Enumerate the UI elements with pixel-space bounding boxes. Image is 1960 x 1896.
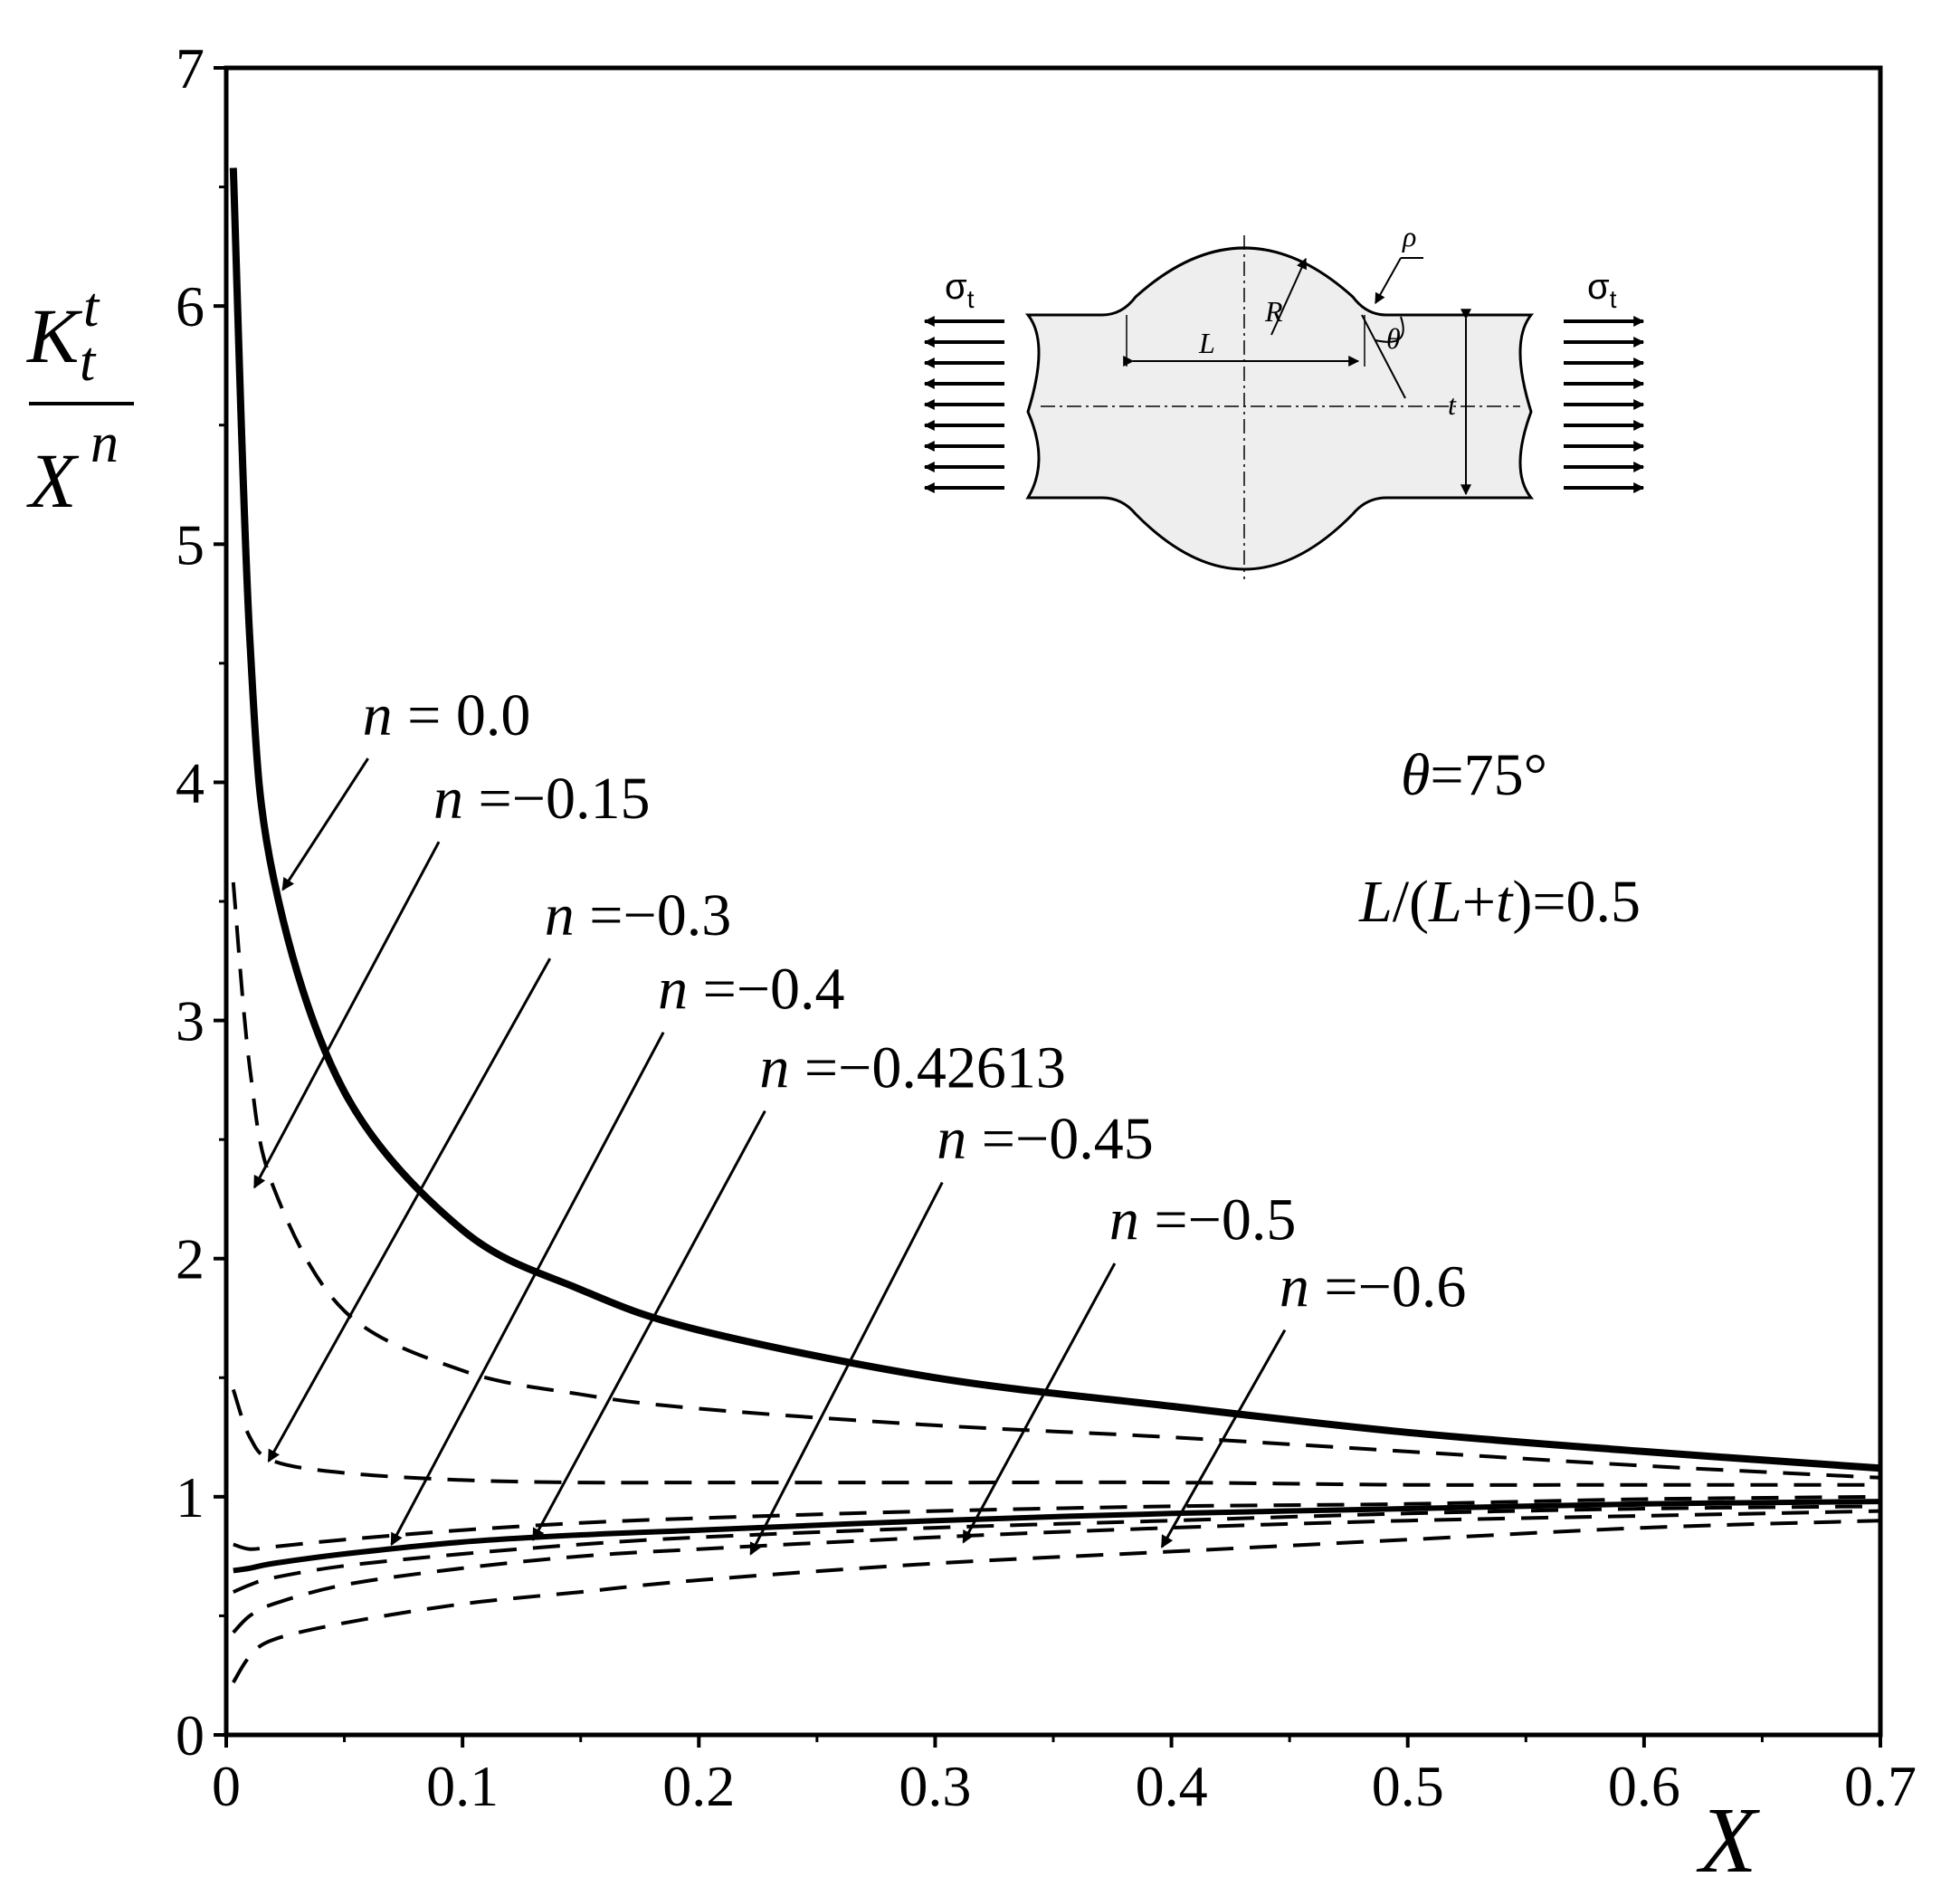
annotation-label-0: n = 0.0 (363, 682, 531, 748)
y-axis-title: K t t X n (25, 277, 134, 524)
y-title-den-base: X (26, 437, 80, 524)
annotation-arrow-1 (253, 841, 441, 1189)
inset-sigma-right: σt (1587, 267, 1617, 313)
inset-label-L: L (1198, 327, 1215, 359)
axes-layer: 0 0.1 0.2 0.3 0.4 0.5 0.6 0.7 0 1 2 3 4 5 6 7 (176, 36, 1917, 1818)
series-line-2 (231, 1388, 1880, 1487)
inset-R-leader (1270, 257, 1308, 336)
y-tick-label: 7 (176, 36, 205, 100)
y-tick-label: 0 (176, 1703, 205, 1767)
annotation-label-2: n =−0.3 (545, 882, 731, 948)
annotation-label-5: n =−0.45 (937, 1106, 1153, 1172)
inset-right-load-arrows (1564, 316, 1645, 493)
annotation-arrow-0 (281, 757, 369, 891)
x-tick-label: 0.6 (1608, 1754, 1680, 1818)
annotation-arrow-2 (267, 958, 552, 1463)
x-axis-title: X (1696, 1788, 1760, 1892)
annotation-arrow-5 (749, 1181, 944, 1556)
y-tick-label: 2 (176, 1227, 205, 1291)
annotation-arrow-6 (962, 1262, 1117, 1544)
annotation-label-3: n =−0.4 (658, 956, 844, 1022)
inset-label-R: R (1264, 295, 1283, 328)
x-tick-label: 0.5 (1372, 1754, 1444, 1818)
series-line-1 (231, 881, 1881, 1480)
annotation-arrow-4 (532, 1110, 766, 1541)
annotation-arrow-3 (390, 1032, 665, 1547)
y-title-den-sup: n (90, 413, 119, 474)
y-title-num-base: K (25, 292, 83, 379)
y-tick-label: 5 (176, 512, 205, 576)
annotation-label-4: n =−0.42613 (759, 1034, 1065, 1100)
inset-theta-arc (1375, 316, 1404, 343)
inset-diagram: L R θ ρ t (923, 220, 1645, 579)
x-tick-label: 0 (212, 1754, 241, 1818)
y-title-num-sub: t (80, 331, 97, 393)
series-line-5 (233, 1504, 1881, 1594)
y-tick-label: 1 (176, 1465, 205, 1529)
annotation-label-6: n =−0.5 (1109, 1187, 1296, 1253)
x-tick-label: 0.7 (1844, 1754, 1917, 1818)
y-tick-label: 3 (176, 989, 205, 1053)
y-tick-label: 6 (176, 274, 205, 338)
inset-sigma-left: σt (945, 267, 975, 313)
y-tick-label: 4 (176, 750, 205, 815)
inset-body (1024, 246, 1535, 571)
annotation-arrow-7 (1160, 1329, 1287, 1548)
inset-theta-line (1361, 314, 1406, 399)
inset-left-load-arrows (923, 316, 1004, 493)
series-line-7 (232, 1519, 1881, 1684)
series-line-6 (232, 1509, 1881, 1634)
annotation-layer: n = 0.0 n =−0.15 n =−0.3 n =−0.4 n =−0.42613… (253, 682, 1466, 1556)
series-line-3 (233, 1494, 1881, 1551)
x-tick-label: 0.4 (1136, 1754, 1208, 1818)
inset-label-t: t (1448, 388, 1457, 421)
param-ratio: L/(L+t)=0.5 (1358, 869, 1641, 935)
inset-rho-leader (1375, 257, 1402, 305)
x-tick-label: 0.2 (662, 1754, 735, 1818)
x-tick-label: 0.1 (426, 1754, 499, 1818)
annotation-label-1: n =−0.15 (433, 766, 650, 832)
inset-label-theta: θ (1386, 322, 1401, 355)
series-line-4 (233, 1499, 1881, 1574)
param-theta: θ=75° (1401, 742, 1547, 808)
annotation-label-7: n =−0.6 (1280, 1253, 1466, 1320)
series-line-0 (229, 167, 1881, 1472)
plot-layer (229, 167, 1881, 1684)
x-tick-label: 0.3 (899, 1754, 971, 1818)
inset-label-rho: ρ (1402, 220, 1416, 252)
y-title-num-sup: t (83, 277, 100, 338)
